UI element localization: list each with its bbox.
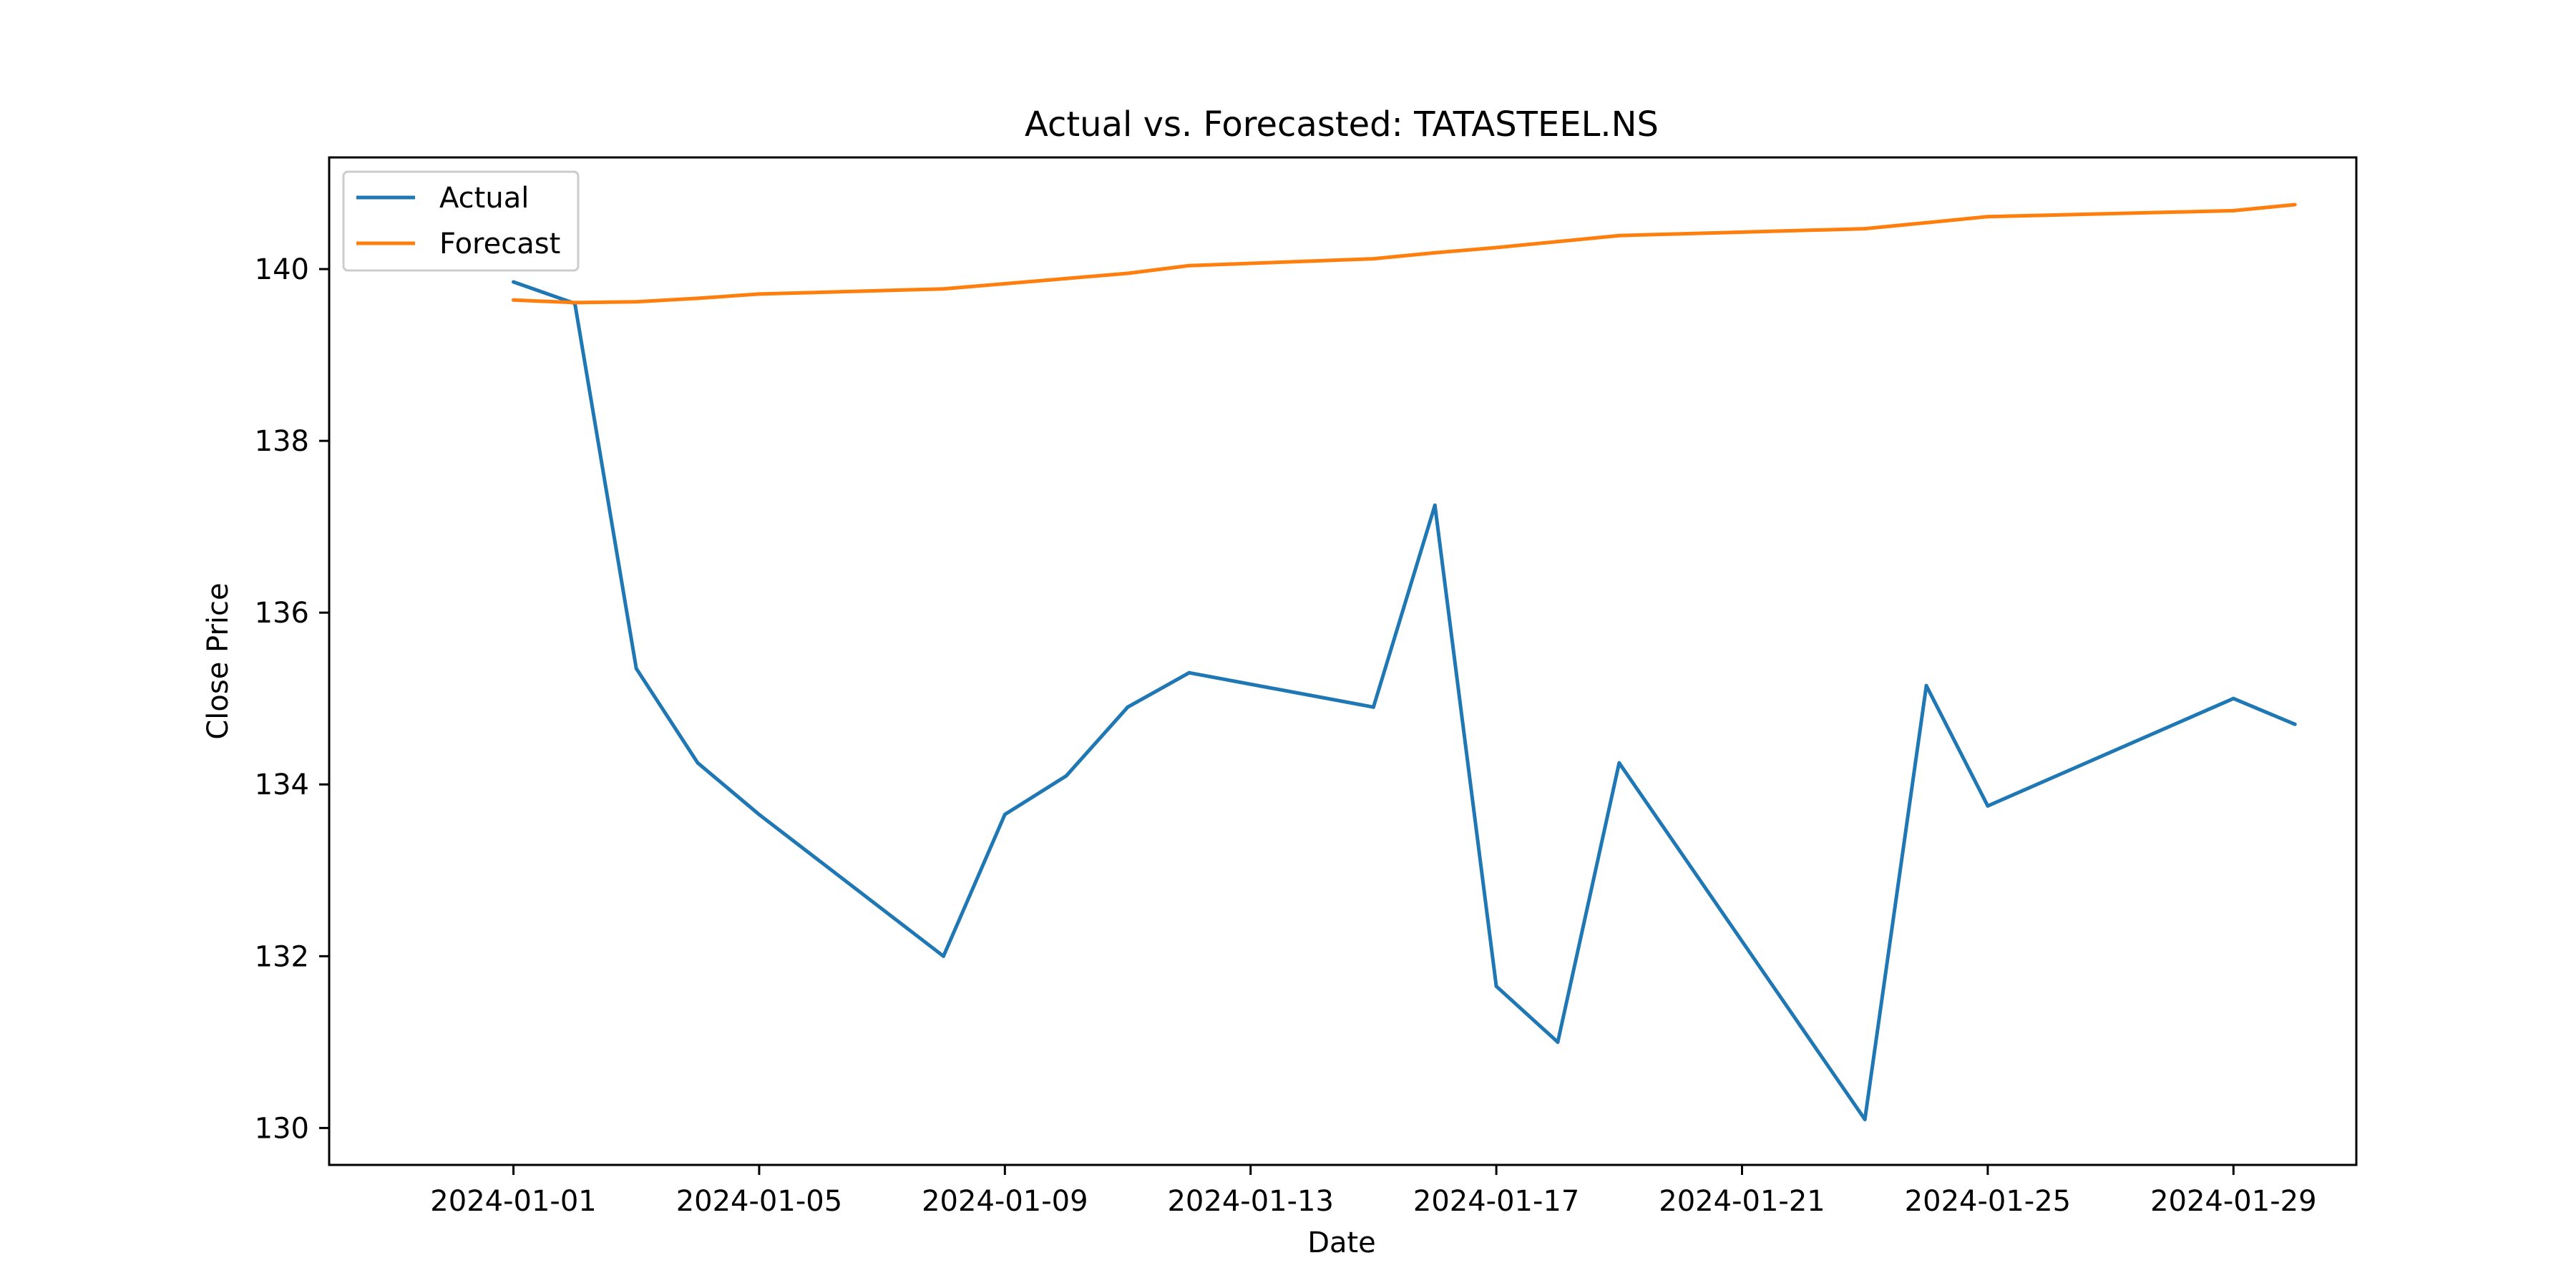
- series-line-forecast: [513, 203, 2296, 305]
- y-axis-label: Close Price: [202, 582, 235, 739]
- data-point-forecast: [1187, 263, 1191, 268]
- y-tick-label: 136: [255, 597, 309, 630]
- x-axis-label: Date: [1307, 1226, 1376, 1259]
- data-point-forecast: [634, 300, 638, 304]
- x-tick-label: 2024-01-29: [2150, 1185, 2316, 1218]
- chart-title: Actual vs. Forecasted: TATASTEEL.NS: [1025, 104, 1659, 145]
- x-tick-label: 2024-01-21: [1659, 1185, 1825, 1218]
- data-point-forecast: [1433, 250, 1437, 255]
- x-tick-label: 2024-01-09: [922, 1185, 1088, 1218]
- y-tick-label: 132: [255, 940, 309, 973]
- data-point-forecast: [1986, 215, 1990, 219]
- data-point-forecast: [2293, 203, 2297, 207]
- data-point-actual: [1002, 812, 1007, 816]
- x-tick-label: 2024-01-05: [676, 1185, 842, 1218]
- data-point-actual: [942, 954, 945, 958]
- data-point-forecast: [1863, 227, 1867, 231]
- data-point-forecast: [1924, 220, 1928, 225]
- data-point-forecast: [1064, 276, 1068, 280]
- legend-label-forecast: Forecast: [439, 228, 560, 260]
- x-tick-label: 2024-01-13: [1167, 1185, 1333, 1218]
- legend-label-actual: Actual: [439, 182, 529, 215]
- data-point-actual: [1556, 1040, 1560, 1044]
- data-point-actual: [757, 812, 761, 816]
- data-point-forecast: [942, 287, 945, 291]
- data-point-forecast: [1494, 245, 1498, 250]
- data-point-forecast: [572, 301, 577, 305]
- y-tick-label: 130: [255, 1112, 309, 1145]
- y-tick-label: 138: [255, 425, 309, 458]
- data-point-actual: [1371, 705, 1375, 709]
- data-point-forecast: [1002, 282, 1007, 286]
- x-tick-label: 2024-01-25: [1905, 1185, 2071, 1218]
- data-point-actual: [1863, 1117, 1867, 1121]
- series-line-actual: [512, 280, 2296, 1121]
- data-point-actual: [696, 761, 700, 765]
- data-point-actual: [1187, 670, 1191, 675]
- axis-ticks: 2024-01-01 2024-01-05 2024-01-09 2024-01-13…: [255, 253, 2317, 1218]
- data-point-actual: [1617, 761, 1621, 765]
- data-point-actual: [1126, 705, 1130, 709]
- data-point-actual: [512, 280, 515, 284]
- data-point-actual: [1433, 503, 1437, 507]
- data-point-actual: [1986, 804, 1990, 808]
- plot-area-frame: [328, 156, 2358, 1166]
- data-point-forecast: [1617, 233, 1621, 238]
- data-point-actual: [2231, 696, 2235, 701]
- x-tick-label: 2024-01-17: [1413, 1185, 1579, 1218]
- data-point-forecast: [2231, 208, 2235, 213]
- data-point-forecast: [1371, 257, 1375, 261]
- data-point-forecast: [696, 296, 700, 301]
- data-point-actual: [634, 666, 638, 670]
- x-tick-label: 2024-01-01: [430, 1185, 596, 1218]
- legend: Actual Forecast: [342, 170, 580, 272]
- data-point-forecast: [757, 292, 761, 296]
- y-tick-label: 140: [255, 253, 309, 286]
- data-point-forecast: [512, 298, 515, 302]
- y-tick-label: 134: [255, 769, 309, 801]
- data-point-actual: [1494, 984, 1498, 988]
- series-layer: [512, 203, 2297, 1121]
- data-point-actual: [1064, 774, 1068, 778]
- data-point-forecast: [1556, 240, 1560, 244]
- data-point-forecast: [1126, 271, 1130, 275]
- data-point-actual: [1924, 683, 1928, 688]
- data-point-actual: [2293, 722, 2297, 726]
